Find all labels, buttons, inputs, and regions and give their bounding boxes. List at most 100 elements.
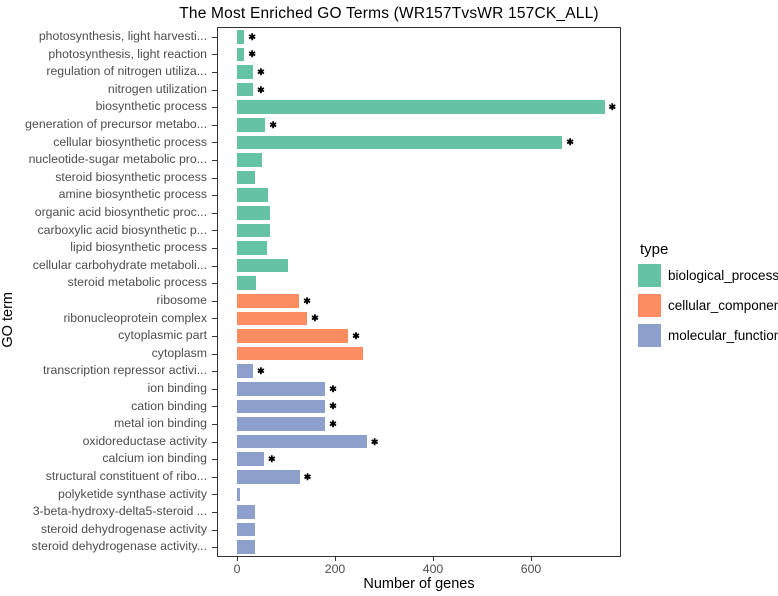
legend-color-swatch	[638, 294, 661, 317]
y-tick-mark	[212, 142, 217, 144]
legend-entry-label: molecular_function	[668, 328, 778, 343]
bar	[237, 470, 300, 484]
y-tick-label: cytoplasm	[151, 345, 207, 360]
bar	[237, 346, 364, 361]
y-tick-mark	[212, 494, 217, 496]
bar-row: ✱	[218, 81, 620, 99]
y-tick-label: steroid biosynthetic process	[55, 169, 207, 184]
y-tick-mark	[212, 512, 217, 513]
y-tick-mark	[212, 36, 217, 38]
y-tick-label: photosynthesis, light reaction	[48, 46, 207, 61]
bar	[237, 399, 326, 414]
y-tick-label: cation binding	[131, 398, 207, 413]
y-tick-label: polyketide synthase activity	[57, 486, 207, 501]
y-tick-label: biosynthetic process	[95, 99, 207, 114]
bar	[237, 452, 264, 466]
bar-row	[218, 151, 620, 169]
y-tick-label: photosynthesis, light harvesti...	[38, 29, 207, 43]
plot-panel: ✱ ✱ ✱ ✱ ✱ ✱ ✱ ✱ ✱ ✱ ✱ ✱ ✱ ✱ ✱ ✱ ✱	[217, 27, 621, 557]
bar-row: ✱	[218, 28, 620, 46]
bar-row: ✱	[218, 310, 620, 328]
y-tick-label: steroid dehydrogenase activity	[40, 521, 207, 536]
bar-row	[218, 486, 620, 504]
y-tick-mark	[212, 300, 217, 302]
bar-row: ✱	[218, 468, 620, 486]
bar-row	[218, 239, 620, 257]
bar	[237, 241, 268, 255]
y-tick-mark	[212, 124, 217, 126]
bar-row	[218, 257, 620, 275]
y-tick-mark	[212, 388, 217, 390]
bar	[237, 170, 255, 185]
bar	[237, 100, 605, 114]
legend-entry: molecular_function	[638, 324, 778, 347]
y-tick-mark	[212, 212, 217, 214]
y-tick-mark	[212, 72, 217, 73]
y-tick-label: ion binding	[147, 381, 208, 395]
legend-title: type	[640, 241, 669, 258]
y-tick-mark	[212, 441, 217, 443]
bar	[237, 434, 367, 449]
y-tick-mark	[212, 476, 217, 478]
y-tick-label: amine biosynthetic process	[58, 187, 207, 202]
y-tick-label: 3-beta-hydroxy-delta5-steroid ...	[32, 504, 207, 519]
bar	[237, 153, 262, 167]
bar-row: ✱	[218, 362, 620, 380]
bar	[237, 82, 254, 97]
bar-row	[218, 204, 620, 222]
y-tick-label: nucleotide-sugar metabolic pro...	[28, 152, 207, 167]
y-tick-label: steroid dehydrogenase activity...	[31, 539, 207, 554]
y-tick-label: structural constituent of ribo...	[45, 469, 207, 483]
x-axis-title: Number of genes	[363, 576, 475, 592]
bar-row	[218, 222, 620, 240]
legend: type biological_process cellular_componen…	[638, 241, 778, 354]
y-tick-mark	[212, 89, 217, 91]
bar-row: ✱	[218, 116, 620, 134]
legend-entry: biological_process	[638, 264, 778, 287]
bar-row: ✱	[218, 292, 620, 310]
bar-row: ✱	[218, 63, 620, 81]
chart-title: The Most Enriched GO Terms (WR157TvsWR 1…	[179, 5, 599, 22]
legend-entry: cellular_component	[638, 294, 778, 317]
x-tick-label: 0	[233, 562, 241, 576]
bar-row	[218, 345, 620, 363]
bar	[237, 329, 349, 343]
y-tick-mark	[212, 248, 217, 249]
y-tick-label: metal ion binding	[114, 416, 207, 431]
bar	[237, 118, 266, 132]
y-tick-mark	[212, 459, 217, 461]
bar-row: ✱	[218, 415, 620, 433]
bar-row	[218, 169, 620, 187]
y-tick-label: carboxylic acid biosynthetic p...	[37, 222, 207, 237]
bar	[237, 311, 308, 326]
y-tick-mark	[212, 424, 217, 425]
y-tick-label: cytoplasmic part	[118, 328, 207, 343]
y-tick-label: ribonucleoprotein complex	[63, 310, 207, 325]
y-tick-mark	[212, 265, 217, 267]
y-tick-mark	[212, 318, 217, 320]
bar	[237, 505, 255, 519]
bar-row: ✱	[218, 380, 620, 398]
bar-row: ✱	[218, 398, 620, 416]
y-tick-mark	[212, 336, 217, 337]
bar	[237, 487, 240, 502]
bar	[237, 276, 256, 290]
y-tick-mark	[212, 230, 217, 232]
x-tick-mark	[433, 557, 434, 561]
y-tick-mark	[212, 529, 217, 531]
y-tick-mark	[212, 353, 217, 355]
y-tick-label: cellular biosynthetic process	[53, 134, 207, 149]
y-tick-mark	[212, 195, 217, 197]
bar	[237, 223, 270, 238]
x-tick-mark	[237, 557, 238, 561]
bar-row: ✱	[218, 46, 620, 64]
y-tick-label: cellular carbohydrate metaboli...	[32, 257, 207, 272]
x-tick-mark	[335, 557, 336, 561]
bar-row	[218, 274, 620, 292]
bar-row: ✱	[218, 134, 620, 152]
x-tick-label: 200	[324, 562, 346, 576]
y-tick-label: organic acid biosynthetic proc...	[34, 205, 207, 219]
bar	[237, 540, 255, 554]
y-tick-label: generation of precursor metabo...	[25, 117, 207, 131]
